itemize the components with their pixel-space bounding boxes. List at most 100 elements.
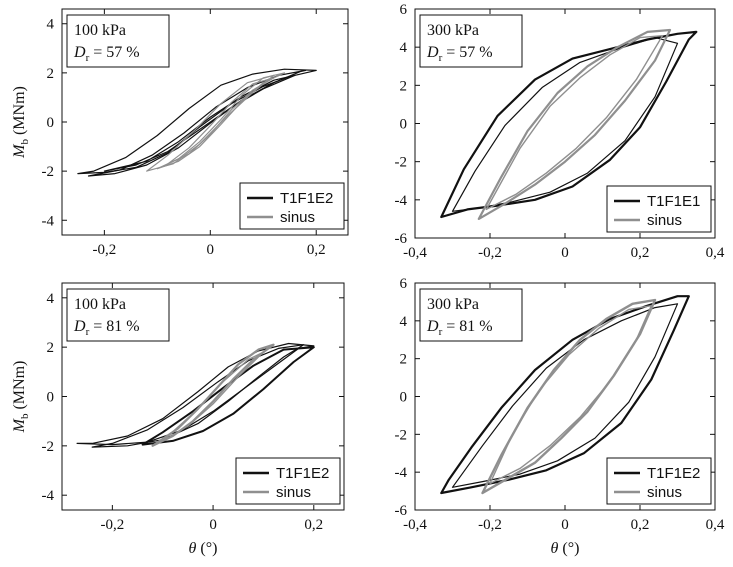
y-tick-label: 2 <box>400 352 408 368</box>
density-subscript: r <box>86 326 90 338</box>
series-group <box>440 295 690 495</box>
series-group <box>440 28 698 220</box>
hysteresis-loop-3 <box>103 74 296 172</box>
y-tick-label: 4 <box>47 291 55 307</box>
annotation-pressure: 300 kPa <box>427 296 479 313</box>
legend-box <box>235 457 341 505</box>
y-tick-label: 4 <box>47 17 55 33</box>
y-tick-label: 6 <box>400 276 408 292</box>
hysteresis-loop-1 <box>77 68 317 175</box>
annotation-box <box>419 14 523 68</box>
x-tick-label: 0,2 <box>304 517 323 533</box>
annotation-density: Dr = 81 % <box>426 318 493 338</box>
y-axis-label: Mb (MNm) <box>11 86 31 159</box>
x-label-unit: (°) <box>196 540 217 557</box>
y-label-symbol: M <box>11 417 28 433</box>
x-label-symbol: θ <box>551 540 559 557</box>
x-tick-label: 0,4 <box>706 245 725 261</box>
annotation-density: Dr = 81 % <box>73 318 140 338</box>
legend-label-1: T1F1E2 <box>647 465 700 482</box>
y-axis-label: Mb (MNm) <box>11 361 31 434</box>
density-subscript: r <box>86 52 90 64</box>
density-value: = 81 % <box>442 318 492 335</box>
hysteresis-loop-6 <box>146 74 275 172</box>
x-tick-label: 0,4 <box>706 517 725 533</box>
y-tick-label: 0 <box>47 115 55 131</box>
y-tick-label: 6 <box>400 2 408 18</box>
y-tick-label: 0 <box>47 390 55 406</box>
x-tick-label: -0,2 <box>92 242 116 258</box>
x-tick-label: 0,2 <box>631 245 650 261</box>
density-subscript: r <box>439 52 443 64</box>
legend-label-1: T1F1E2 <box>276 465 329 482</box>
x-tick-label: 0 <box>561 517 569 533</box>
y-tick-label: -2 <box>42 439 55 455</box>
x-tick-label: 0,2 <box>307 242 326 258</box>
annotation-pressure: 100 kPa <box>74 22 126 39</box>
chart-panel-1: -0,2 0 0,2 -4 -2 0 2 4 100 kPa Dr = 57 % T1F1E2 sin… <box>11 8 349 258</box>
y-tick-label: -2 <box>395 155 408 171</box>
legend-label-2: sinus <box>276 484 311 501</box>
x-tick-label: -0,4 <box>403 245 427 261</box>
legend-box <box>239 182 345 230</box>
y-tick-label: -2 <box>42 164 55 180</box>
legend-label-2: sinus <box>647 484 682 501</box>
legend-box <box>606 457 712 505</box>
x-axis-label: θ (°) <box>189 540 218 557</box>
density-value: = 57 % <box>89 44 139 61</box>
hysteresis-loop-1 <box>440 295 690 495</box>
annotation-box <box>66 14 170 68</box>
hysteresis-loop-1 <box>440 30 698 219</box>
annotation-pressure: 300 kPa <box>427 22 479 39</box>
x-tick-label: -0,4 <box>403 517 427 533</box>
y-tick-label: 0 <box>400 117 408 133</box>
hysteresis-loop-4 <box>156 72 285 170</box>
chart-panel-2: -0,4 -0,2 0 0,2 0,4 -6 -4 -2 0 2 4 6 300 kPa Dr = 57 … <box>395 2 725 261</box>
annotation-density: Dr = 57 % <box>426 44 493 64</box>
chart-panel-3: -0,2 0 0,2 -4 -2 0 2 4 100 kPa Dr = 81 % T1F1E2 sin… <box>11 282 345 557</box>
y-label-subscript: b <box>19 139 31 145</box>
x-tick-label: -0,2 <box>478 245 502 261</box>
annotation-box <box>66 288 170 342</box>
series-group <box>77 68 317 177</box>
y-tick-label: -4 <box>42 213 55 229</box>
hysteresis-loop-5 <box>162 351 265 442</box>
y-tick-label: -4 <box>395 193 408 209</box>
y-tick-label: 4 <box>400 314 408 330</box>
x-tick-label: -0,2 <box>478 517 502 533</box>
y-label-unit: (MNm) <box>11 86 28 139</box>
density-subscript: r <box>439 326 443 338</box>
legend-label-1: T1F1E2 <box>280 190 333 207</box>
hysteresis-loop-3 <box>141 346 315 446</box>
hysteresis-loop-4 <box>485 35 664 211</box>
y-tick-label: 2 <box>47 340 55 356</box>
legend-label-1: T1F1E1 <box>647 193 700 210</box>
x-label-symbol: θ <box>189 540 197 557</box>
legend-label-2: sinus <box>280 209 315 226</box>
y-tick-label: 2 <box>47 66 55 82</box>
legend-box <box>606 185 712 233</box>
x-label-unit: (°) <box>558 540 579 557</box>
x-axis-label: θ (°) <box>551 540 580 557</box>
legend-label-2: sinus <box>647 212 682 229</box>
y-tick-label: 4 <box>400 40 408 56</box>
hysteresis-loop-3 <box>477 28 672 220</box>
hysteresis-loop-2 <box>87 69 307 177</box>
y-label-unit: (MNm) <box>11 361 28 414</box>
density-symbol: D <box>73 44 86 61</box>
hysteresis-loop-4 <box>489 305 652 485</box>
hysteresis-loop-2 <box>451 37 679 212</box>
density-symbol: D <box>426 318 439 335</box>
chart-panel-4: -0,4 -0,2 0 0,2 0,4 -6 -4 -2 0 2 4 6 300 kPa Dr = 81 … <box>395 276 725 557</box>
annotation-density: Dr = 57 % <box>73 44 140 64</box>
y-label-symbol: M <box>11 143 28 159</box>
y-label-subscript: b <box>19 413 31 419</box>
y-tick-label: -4 <box>42 488 55 504</box>
y-tick-label: -6 <box>395 503 408 519</box>
annotation-box <box>419 288 523 342</box>
y-tick-label: 2 <box>400 78 408 94</box>
hysteresis-loop-2 <box>451 303 679 488</box>
density-symbol: D <box>426 44 439 61</box>
series-group <box>76 342 315 448</box>
y-tick-label: -2 <box>395 427 408 443</box>
